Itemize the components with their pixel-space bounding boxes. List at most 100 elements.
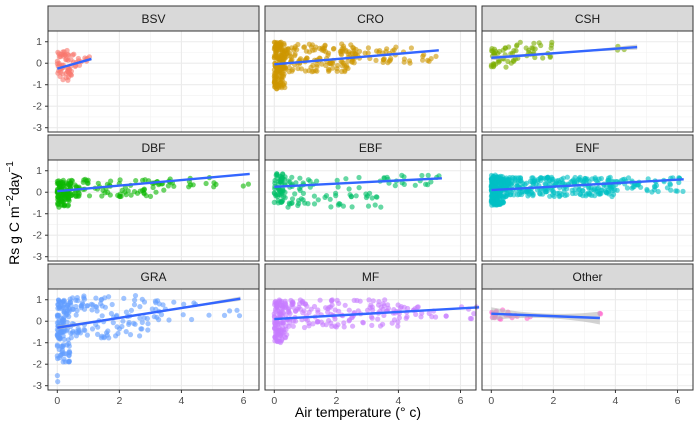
y-tick-label: -3 — [33, 122, 42, 134]
data-point — [514, 42, 520, 48]
data-point — [128, 307, 134, 313]
data-point — [55, 379, 61, 385]
data-point — [311, 193, 317, 199]
data-point — [333, 324, 339, 330]
data-point — [68, 177, 75, 183]
data-point — [536, 40, 542, 46]
data-point — [89, 307, 95, 313]
data-point — [284, 51, 290, 57]
data-point — [540, 55, 546, 61]
data-point — [281, 40, 287, 47]
data-point — [292, 308, 299, 314]
data-point — [89, 326, 96, 332]
data-point — [127, 332, 134, 338]
data-point — [115, 330, 121, 337]
data-point — [367, 305, 373, 311]
data-point — [390, 48, 396, 54]
data-point — [289, 196, 296, 202]
data-point — [396, 315, 402, 321]
data-point — [100, 187, 106, 193]
data-point — [108, 178, 114, 184]
data-point — [282, 298, 288, 304]
data-point — [56, 60, 62, 66]
data-point — [343, 176, 349, 182]
data-point — [603, 190, 610, 196]
data-point — [156, 317, 162, 323]
data-point — [331, 45, 337, 52]
data-point — [59, 316, 65, 322]
data-point — [314, 319, 321, 325]
data-point — [273, 64, 279, 70]
data-point — [625, 175, 632, 181]
data-point — [304, 317, 310, 323]
data-point — [328, 297, 334, 304]
data-point — [381, 312, 387, 318]
facet-panel-enf: ENF — [481, 134, 694, 262]
data-point — [305, 201, 311, 207]
facet-panel-cro: CRO — [264, 5, 477, 133]
data-point — [94, 308, 100, 314]
data-point — [384, 174, 390, 180]
data-point — [81, 326, 87, 333]
data-point — [227, 308, 233, 314]
data-point — [433, 53, 439, 60]
data-point — [333, 190, 339, 196]
data-point — [395, 323, 401, 329]
trend-line — [274, 306, 480, 321]
data-point — [78, 305, 84, 311]
data-point — [99, 313, 105, 319]
y-tick-label: -1 — [33, 79, 42, 91]
data-point — [70, 295, 76, 301]
data-point — [370, 298, 376, 304]
data-point — [314, 64, 320, 70]
data-point — [373, 194, 379, 200]
data-point — [489, 183, 495, 190]
data-point — [68, 57, 74, 63]
data-point — [336, 300, 342, 306]
facet-strip-label: EBF — [359, 141, 382, 155]
x-tick-label: 4 — [396, 395, 402, 407]
y-tick-label: -1 — [33, 208, 42, 220]
y-tick-label: -2 — [33, 101, 42, 113]
facet-strip — [264, 263, 477, 290]
data-point — [401, 56, 407, 62]
data-point — [132, 293, 139, 299]
data-point — [295, 65, 301, 72]
data-point — [380, 301, 386, 307]
panel-border — [47, 30, 260, 133]
facet-panel-dbf: DBF — [47, 134, 260, 262]
data-point — [102, 304, 108, 310]
data-point — [66, 348, 72, 354]
data-point — [471, 311, 477, 317]
data-point — [365, 203, 372, 209]
data-point — [420, 53, 426, 59]
x-tick-label: 2 — [116, 395, 122, 407]
data-point — [413, 311, 419, 317]
data-point — [272, 306, 279, 312]
data-point — [103, 330, 110, 336]
trend-line — [57, 297, 241, 329]
data-point — [507, 192, 513, 198]
data-point — [529, 190, 535, 196]
data-point — [281, 194, 287, 200]
data-point — [117, 191, 123, 197]
data-point — [206, 312, 212, 318]
data-point — [128, 192, 134, 198]
data-point — [644, 186, 650, 193]
data-point — [57, 306, 63, 312]
facet-strip — [481, 5, 694, 32]
data-point — [121, 295, 127, 301]
data-point — [98, 297, 104, 303]
data-point — [181, 301, 187, 307]
y-tick-label: -2 — [33, 230, 42, 242]
y-tick-label: -3 — [33, 380, 42, 392]
data-point — [57, 335, 63, 341]
x-tick-label: 6 — [458, 395, 464, 407]
data-point — [93, 295, 99, 301]
data-point — [289, 68, 295, 74]
data-point — [415, 304, 421, 310]
data-point — [577, 191, 583, 197]
data-point — [341, 45, 347, 51]
data-point — [288, 54, 294, 60]
data-point — [323, 322, 329, 328]
